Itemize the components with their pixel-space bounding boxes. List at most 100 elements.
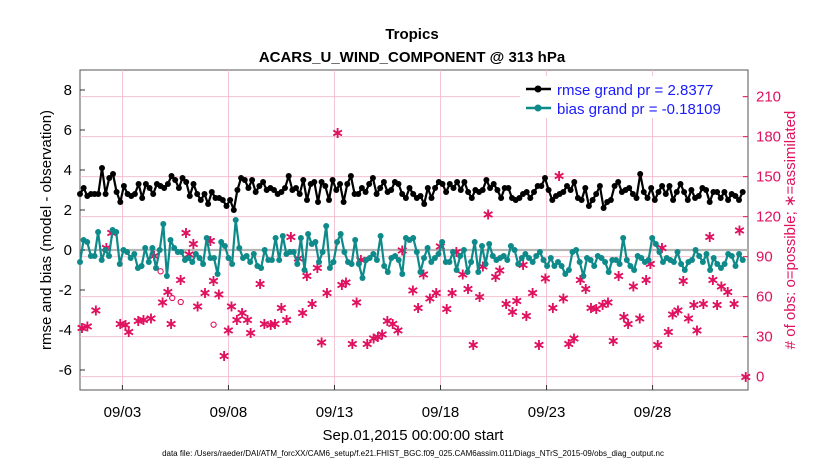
rmse-point — [688, 187, 695, 193]
y-tick-label: 6 — [64, 122, 72, 139]
rmse-point — [285, 173, 292, 179]
rmse-point — [333, 187, 340, 193]
rmse-point — [318, 179, 325, 185]
obs-assimilated-point: ∗ — [119, 317, 132, 334]
rmse-point — [358, 185, 365, 191]
bias-point — [417, 269, 424, 275]
obs-assimilated-point: ∗ — [218, 348, 231, 365]
bias-point — [323, 223, 330, 229]
rmse-point — [278, 189, 285, 195]
bias-point — [522, 251, 529, 257]
obs-assimilated-point: ∗ — [506, 304, 519, 321]
rmse-point — [271, 187, 277, 193]
obs-assimilated-point: ∗ — [590, 301, 603, 318]
rmse-point — [355, 191, 362, 197]
y2-tick-label: 0 — [756, 369, 764, 386]
bias-point — [366, 255, 373, 261]
obs-assimilated-point: ∗ — [241, 312, 254, 329]
bias-point — [167, 237, 174, 243]
y-tick-label: 4 — [64, 162, 72, 179]
obs-assimilated-point: ∗ — [621, 316, 634, 333]
obs-assimilated-point: ∗ — [539, 271, 552, 288]
bias-point — [352, 237, 359, 243]
rmse-point — [531, 189, 537, 195]
y2-tick-label: 90 — [756, 249, 773, 266]
bias-point — [718, 265, 724, 271]
rmse-point — [142, 181, 149, 187]
rmse-point — [172, 177, 179, 183]
bias-point — [536, 249, 543, 255]
rmse-point — [369, 175, 376, 181]
obs-assimilated-point: ∗ — [230, 312, 243, 329]
obs-assimilated-point: ∗ — [711, 297, 724, 314]
legend-bias-marker — [534, 104, 542, 112]
rmse-point — [670, 197, 677, 203]
rmse-point — [567, 187, 574, 193]
bias-point — [370, 251, 377, 257]
obs-assimilated-point: ∗ — [612, 268, 625, 285]
rmse-point — [443, 189, 450, 195]
bias-point — [551, 263, 558, 269]
y-tick-label: 2 — [64, 202, 72, 219]
bias-point — [192, 251, 199, 257]
obs-assimilated-point: ∗ — [75, 320, 88, 337]
bias-point — [272, 235, 279, 241]
bias-point — [163, 273, 170, 279]
obs-assimilated-point: ∗ — [132, 313, 145, 330]
bias-point — [631, 267, 638, 273]
bias-point — [218, 239, 225, 245]
obs-assimilated-point: ∗ — [350, 295, 363, 312]
rmse-point — [549, 197, 556, 203]
bias-point — [573, 247, 580, 253]
rmse-point — [666, 183, 673, 189]
bias-point — [714, 261, 721, 267]
obs-assimilated-point: ∗ — [258, 316, 271, 333]
rmse-point — [241, 177, 248, 183]
rmse-point — [197, 197, 204, 203]
rmse-point — [527, 195, 534, 201]
rmse-point — [110, 171, 116, 177]
rmse-point — [179, 175, 186, 181]
obs-assimilated-point: ∗ — [510, 293, 523, 310]
bias-point — [623, 257, 630, 263]
bias-point — [171, 245, 178, 251]
rmse-point — [571, 179, 578, 185]
rmse-point — [417, 193, 424, 199]
obs-assimilated-point: ∗ — [682, 311, 695, 328]
rmse-point — [329, 177, 336, 183]
bias-point — [91, 253, 98, 259]
bias-point — [681, 267, 688, 273]
rmse-point — [564, 183, 570, 189]
y2-tick-label: 150 — [756, 169, 781, 186]
bias-point — [689, 257, 695, 263]
obs-assimilated-point: ∗ — [156, 295, 169, 312]
rmse-point — [282, 185, 288, 191]
bias-point — [381, 263, 388, 269]
bias-point — [392, 253, 399, 259]
rmse-point — [77, 191, 83, 197]
bias-point — [326, 265, 333, 271]
rmse-point — [439, 181, 446, 187]
bias-point — [399, 271, 406, 277]
bias-point — [341, 249, 348, 255]
bias-point — [515, 261, 522, 267]
rmse-point — [102, 191, 109, 197]
bias-point — [189, 259, 196, 265]
obs-assimilated-point: ∗ — [179, 225, 192, 242]
rmse-point — [703, 187, 710, 193]
bias-point — [518, 255, 525, 261]
bias-point — [728, 253, 735, 259]
bias-point — [113, 229, 120, 235]
obs-assimilated-point: ∗ — [640, 272, 653, 289]
obs-assimilated-point: ∗ — [473, 289, 486, 306]
bias-point — [268, 257, 275, 263]
legend-box — [520, 76, 742, 118]
obs-assimilated-point: ∗ — [236, 305, 249, 322]
bias-point — [620, 235, 627, 241]
rmse-point — [446, 181, 453, 187]
rmse-point — [293, 185, 299, 191]
bias-point — [721, 261, 728, 267]
obs-assimilated-point: ∗ — [627, 279, 640, 296]
bias-point — [261, 247, 268, 253]
obs-assimilated-point: ∗ — [532, 337, 545, 354]
